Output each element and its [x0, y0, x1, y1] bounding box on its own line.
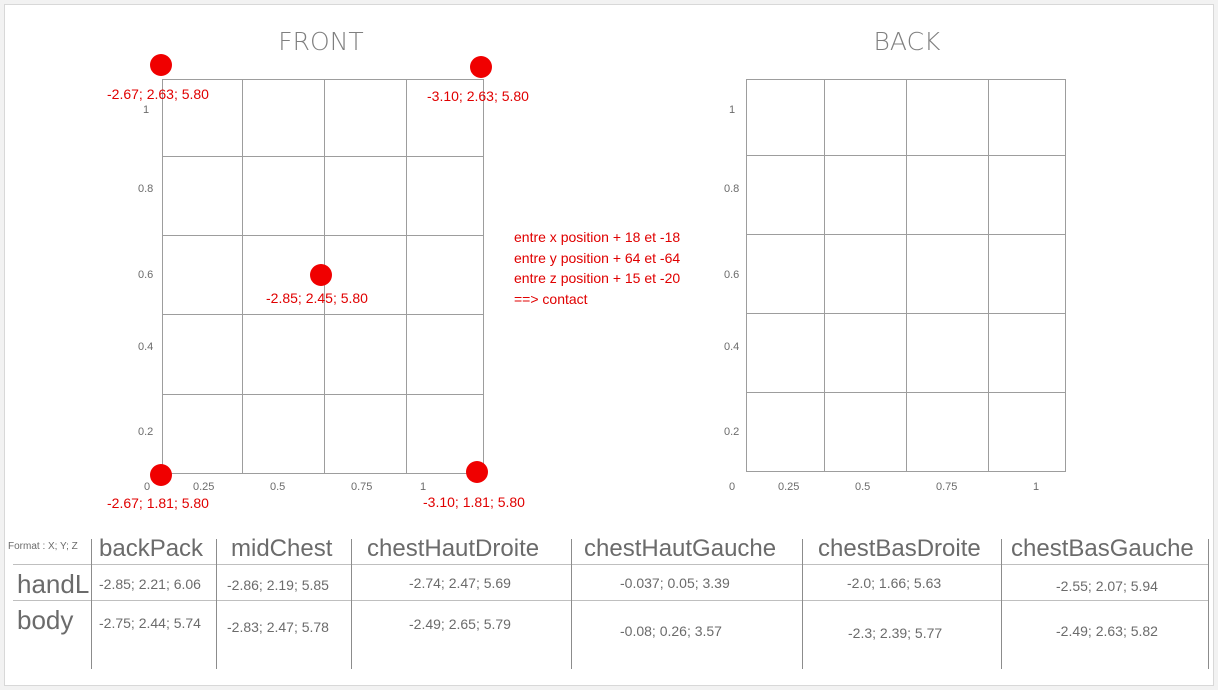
data-point-marker — [466, 461, 488, 483]
back-ytick: 0.6 — [724, 269, 740, 281]
table-cell: -2.83; 2.47; 5.78 — [227, 619, 329, 635]
back-title: BACK — [873, 27, 941, 56]
table-cell: -2.49; 2.63; 5.82 — [1056, 623, 1158, 639]
table-cell: -2.75; 2.44; 5.74 — [99, 615, 201, 631]
column-header: chestBasDroite — [818, 535, 981, 562]
note-line: ==> contact — [514, 290, 588, 307]
table-divider — [1001, 539, 1002, 669]
table-cell: -0.08; 0.26; 3.57 — [620, 623, 722, 639]
table-cell: -2.86; 2.19; 5.85 — [227, 577, 329, 593]
back-ytick: 0.8 — [724, 183, 740, 195]
front-xtick: 0.5 — [270, 481, 286, 493]
back-xtick: 0.25 — [778, 481, 800, 493]
row-header: handL — [17, 569, 90, 599]
table-cell: -0.037; 0.05; 3.39 — [620, 575, 730, 591]
front-ytick: 0.8 — [138, 183, 154, 195]
table-cell: -2.55; 2.07; 5.94 — [1056, 578, 1158, 594]
data-point-label: -2.67; 2.63; 5.80 — [107, 86, 209, 102]
front-xtick: 0.25 — [193, 481, 215, 493]
table-cell: -2.85; 2.21; 6.06 — [99, 576, 201, 592]
front-ytick: 0.4 — [138, 341, 154, 353]
data-point-marker — [470, 56, 492, 78]
table-divider — [802, 539, 803, 669]
data-point-label: -2.67; 1.81; 5.80 — [107, 495, 209, 511]
column-header: chestBasGauche — [1011, 535, 1194, 562]
note-line: entre z position + 15 et -20 — [514, 270, 681, 286]
back-xtick: 0.5 — [855, 481, 871, 493]
front-title: FRONT — [278, 27, 364, 56]
back-ytick: 0.4 — [724, 341, 740, 353]
table-divider — [216, 539, 217, 669]
front-ytick: 0.2 — [138, 426, 154, 438]
column-header: chestHautDroite — [367, 535, 540, 562]
table-divider — [1208, 539, 1209, 669]
front-ytick: 1 — [143, 104, 150, 116]
column-header: backPack — [99, 535, 204, 562]
contact-note: entre x position + 18 et -18 entre y pos… — [514, 227, 680, 309]
note-line: entre x position + 18 et -18 — [514, 229, 681, 245]
back-ytick: 1 — [729, 104, 736, 116]
data-point-marker — [150, 464, 172, 486]
table-divider — [91, 539, 92, 669]
front-xtick: 1 — [420, 481, 427, 493]
table-divider — [351, 539, 352, 669]
back-grid — [746, 79, 1066, 472]
data-point-label: -3.10; 1.81; 5.80 — [423, 494, 525, 510]
table-divider — [571, 539, 572, 669]
row-header: body — [17, 605, 74, 635]
data-point-marker — [150, 54, 172, 76]
back-ytick: 0.2 — [724, 426, 740, 438]
data-point-marker — [310, 264, 332, 286]
back-xtick: 1 — [1033, 481, 1040, 493]
table-cell: -2.74; 2.47; 5.69 — [409, 575, 511, 591]
table-divider — [13, 564, 1209, 565]
table-cell: -2.49; 2.65; 5.79 — [409, 616, 511, 632]
front-xtick: 0 — [144, 481, 151, 493]
table-divider — [13, 600, 1209, 601]
data-point-label: -2.85; 2.45; 5.80 — [266, 290, 368, 306]
data-point-label: -3.10; 2.63; 5.80 — [427, 88, 529, 104]
table-cell: -2.3; 2.39; 5.77 — [848, 625, 943, 641]
column-header: midChest — [231, 535, 333, 562]
slide-canvas: FRONT 1 0.8 0.6 0.4 0.2 0 0.25 0.5 0.75 … — [4, 4, 1214, 686]
table-cell: -2.0; 1.66; 5.63 — [847, 575, 942, 591]
front-ytick: 0.6 — [138, 269, 154, 281]
back-xtick: 0.75 — [936, 481, 958, 493]
note-line: entre y position + 64 et -64 — [514, 249, 681, 266]
format-label: Format : X; Y; Z — [8, 541, 78, 552]
column-header: chestHautGauche — [584, 535, 777, 562]
back-xtick: 0 — [729, 481, 736, 493]
front-xtick: 0.75 — [351, 481, 373, 493]
